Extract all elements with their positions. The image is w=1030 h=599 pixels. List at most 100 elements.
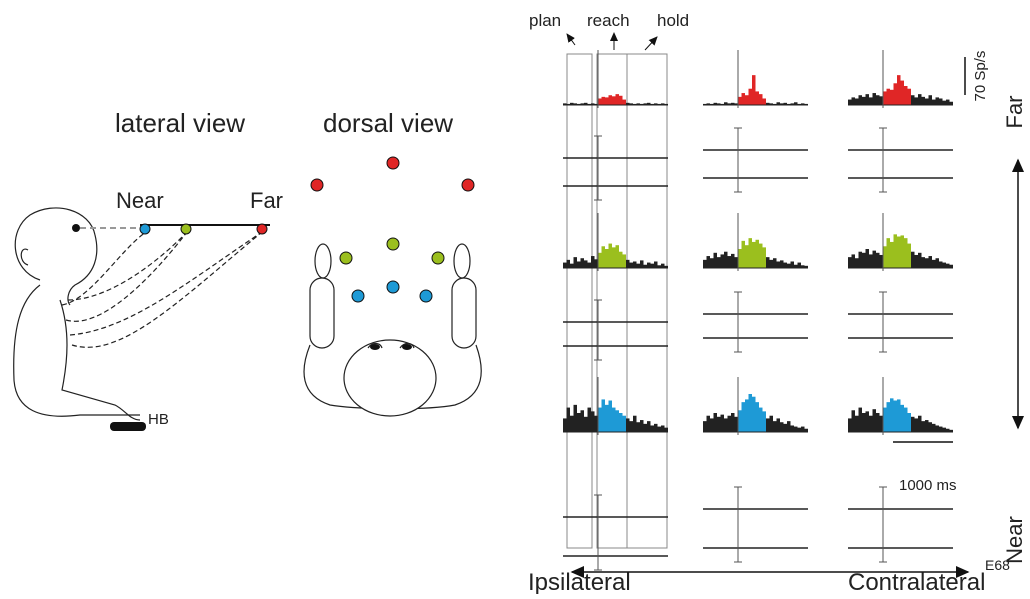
- histogram-bin: [883, 91, 887, 105]
- histogram-bin: [787, 103, 791, 105]
- histogram-bin: [608, 243, 612, 268]
- histogram-bin: [731, 102, 735, 105]
- histogram-bin: [762, 247, 766, 268]
- histogram-bin: [748, 88, 752, 105]
- histogram-bin: [769, 415, 773, 432]
- epoch-label: plan: [529, 11, 561, 30]
- histogram-bin: [629, 262, 633, 268]
- histogram-bin: [720, 254, 724, 268]
- hand-button: [110, 422, 146, 431]
- time-scale-label: 1000 ms: [899, 477, 957, 494]
- histogram-bin: [872, 409, 876, 432]
- histogram-bin: [713, 102, 717, 105]
- histogram-bin: [706, 256, 710, 268]
- histogram-bin: [720, 103, 724, 105]
- histogram-bin: [942, 427, 946, 432]
- histogram-bin: [748, 238, 752, 268]
- histogram-bin: [636, 263, 640, 268]
- histogram-bin: [580, 103, 584, 105]
- target-far: [256, 223, 268, 235]
- histogram-bin: [766, 257, 770, 268]
- histogram-bin: [858, 251, 862, 268]
- histogram-bin: [664, 427, 668, 432]
- histogram-bin: [848, 99, 852, 105]
- histogram-bin: [769, 259, 773, 268]
- histogram-bin: [657, 103, 661, 105]
- histogram-bin: [738, 249, 742, 268]
- histogram-bin: [640, 103, 644, 105]
- histogram-bin: [783, 102, 787, 105]
- histogram-bin: [584, 416, 588, 432]
- histogram-bin: [661, 425, 665, 432]
- histogram-bin: [587, 103, 591, 105]
- hb-label: HB: [148, 411, 169, 428]
- histogram-bin: [865, 94, 869, 105]
- histogram-bin: [759, 94, 763, 105]
- histogram-bin: [629, 421, 633, 432]
- histogram-bin: [848, 257, 852, 268]
- histogram-bin: [935, 425, 939, 432]
- histogram-bin: [886, 238, 890, 268]
- histogram-bin: [855, 98, 859, 105]
- histogram-bin: [612, 96, 616, 105]
- histogram-bin: [734, 103, 738, 105]
- histogram-bin: [647, 262, 651, 268]
- histogram-bin: [766, 102, 770, 105]
- histogram-bin: [904, 238, 908, 268]
- histogram-bin: [794, 102, 798, 105]
- histogram-bin: [759, 243, 763, 268]
- histogram-bin: [869, 415, 873, 432]
- histogram-bin: [797, 103, 801, 105]
- histogram-bin: [724, 102, 728, 105]
- histogram-bin: [911, 416, 915, 432]
- far-axis-label: Far: [1002, 96, 1027, 129]
- histogram-bin: [741, 240, 745, 268]
- histogram-bin: [804, 265, 808, 268]
- histogram-bin: [869, 254, 873, 268]
- target-near: [139, 223, 151, 235]
- histogram-bin: [724, 251, 728, 268]
- histogram-bin: [879, 415, 883, 432]
- histogram-bin: [797, 262, 801, 268]
- lateral-title: lateral view: [115, 108, 245, 138]
- histogram-bin: [879, 254, 883, 268]
- histogram-bin: [911, 251, 915, 268]
- histogram-bin: [862, 413, 866, 432]
- histogram-bin: [890, 398, 894, 432]
- histogram-bin: [563, 262, 567, 268]
- histogram-bin: [904, 407, 908, 432]
- epoch-label: hold: [657, 11, 689, 30]
- histogram-bin: [601, 96, 605, 105]
- histogram-bin: [629, 103, 633, 105]
- histogram-bin: [598, 407, 602, 432]
- histogram-bin: [928, 95, 932, 105]
- histogram-bin: [932, 423, 936, 432]
- histogram-bin: [710, 418, 714, 432]
- histogram-bin: [738, 410, 742, 432]
- histogram-bin: [647, 102, 651, 105]
- histogram-bin: [703, 421, 707, 432]
- histogram-bin: [932, 99, 936, 105]
- histogram-bin: [584, 260, 588, 268]
- histogram-bin: [776, 418, 780, 432]
- histogram-bin: [573, 103, 577, 105]
- histogram-bin: [664, 265, 668, 268]
- histogram-bin: [745, 245, 749, 268]
- histogram-bin: [900, 80, 904, 105]
- histogram-bin: [598, 98, 602, 105]
- histogram-bin: [914, 97, 918, 105]
- histogram-bin: [594, 259, 598, 268]
- histogram-bin: [883, 246, 887, 268]
- histogram-bin: [727, 103, 731, 105]
- histogram-bin: [654, 423, 658, 432]
- histogram-bin: [776, 102, 780, 105]
- histogram-bin: [790, 425, 794, 432]
- histogram-bin: [914, 254, 918, 268]
- histogram-bin: [883, 407, 887, 432]
- histogram-bin: [855, 415, 859, 432]
- histogram-bin: [862, 96, 866, 105]
- histogram-bin: [858, 95, 862, 105]
- histogram-bin: [594, 415, 598, 432]
- histogram-bin: [869, 97, 873, 105]
- histogram-bin: [577, 103, 581, 105]
